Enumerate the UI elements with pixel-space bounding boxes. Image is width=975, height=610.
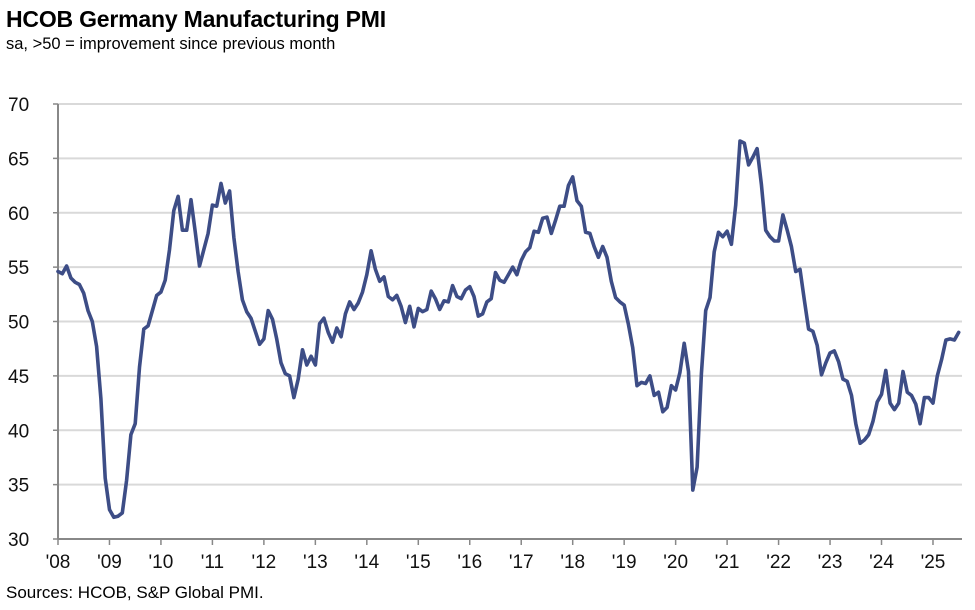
x-tick-label: '10 xyxy=(149,552,174,573)
y-tick-label: 65 xyxy=(8,149,29,170)
x-tick-label: '17 xyxy=(509,552,534,573)
y-tick-label: 45 xyxy=(8,367,29,388)
chart-title: HCOB Germany Manufacturing PMI xyxy=(6,6,386,32)
y-tick-label: 35 xyxy=(8,476,29,497)
x-tick-label: '25 xyxy=(921,552,946,573)
chart-source: Sources: HCOB, S&P Global PMI. xyxy=(6,583,264,602)
x-tick-label: '21 xyxy=(715,552,740,573)
pmi-series-line xyxy=(56,139,961,520)
chart-subtitle: sa, >50 = improvement since previous mon… xyxy=(6,35,336,53)
x-tick-label: '16 xyxy=(457,552,482,573)
x-tick-label: '15 xyxy=(406,552,431,573)
x-tick-label: '20 xyxy=(663,552,688,573)
x-tick-label: '14 xyxy=(354,552,379,573)
x-tick-label: '11 xyxy=(201,552,224,573)
y-tick-label: 40 xyxy=(8,421,29,442)
x-tick-label: '18 xyxy=(560,552,585,573)
x-tick-label: '23 xyxy=(818,552,843,573)
y-tick-label: 50 xyxy=(8,313,29,334)
x-tick-label: '24 xyxy=(869,552,894,573)
x-tick-label: '13 xyxy=(303,552,328,573)
y-tick-label: 30 xyxy=(8,530,29,551)
y-tick-label: 70 xyxy=(8,95,29,116)
x-tick-label: '22 xyxy=(766,552,791,573)
x-tick-label: '09 xyxy=(97,552,122,573)
x-tick-label: '08 xyxy=(46,552,71,573)
y-tick-label: 60 xyxy=(8,204,29,225)
x-tick-label: '12 xyxy=(251,552,276,573)
y-tick-label: 55 xyxy=(8,258,29,279)
x-tick-label: '19 xyxy=(612,552,637,573)
